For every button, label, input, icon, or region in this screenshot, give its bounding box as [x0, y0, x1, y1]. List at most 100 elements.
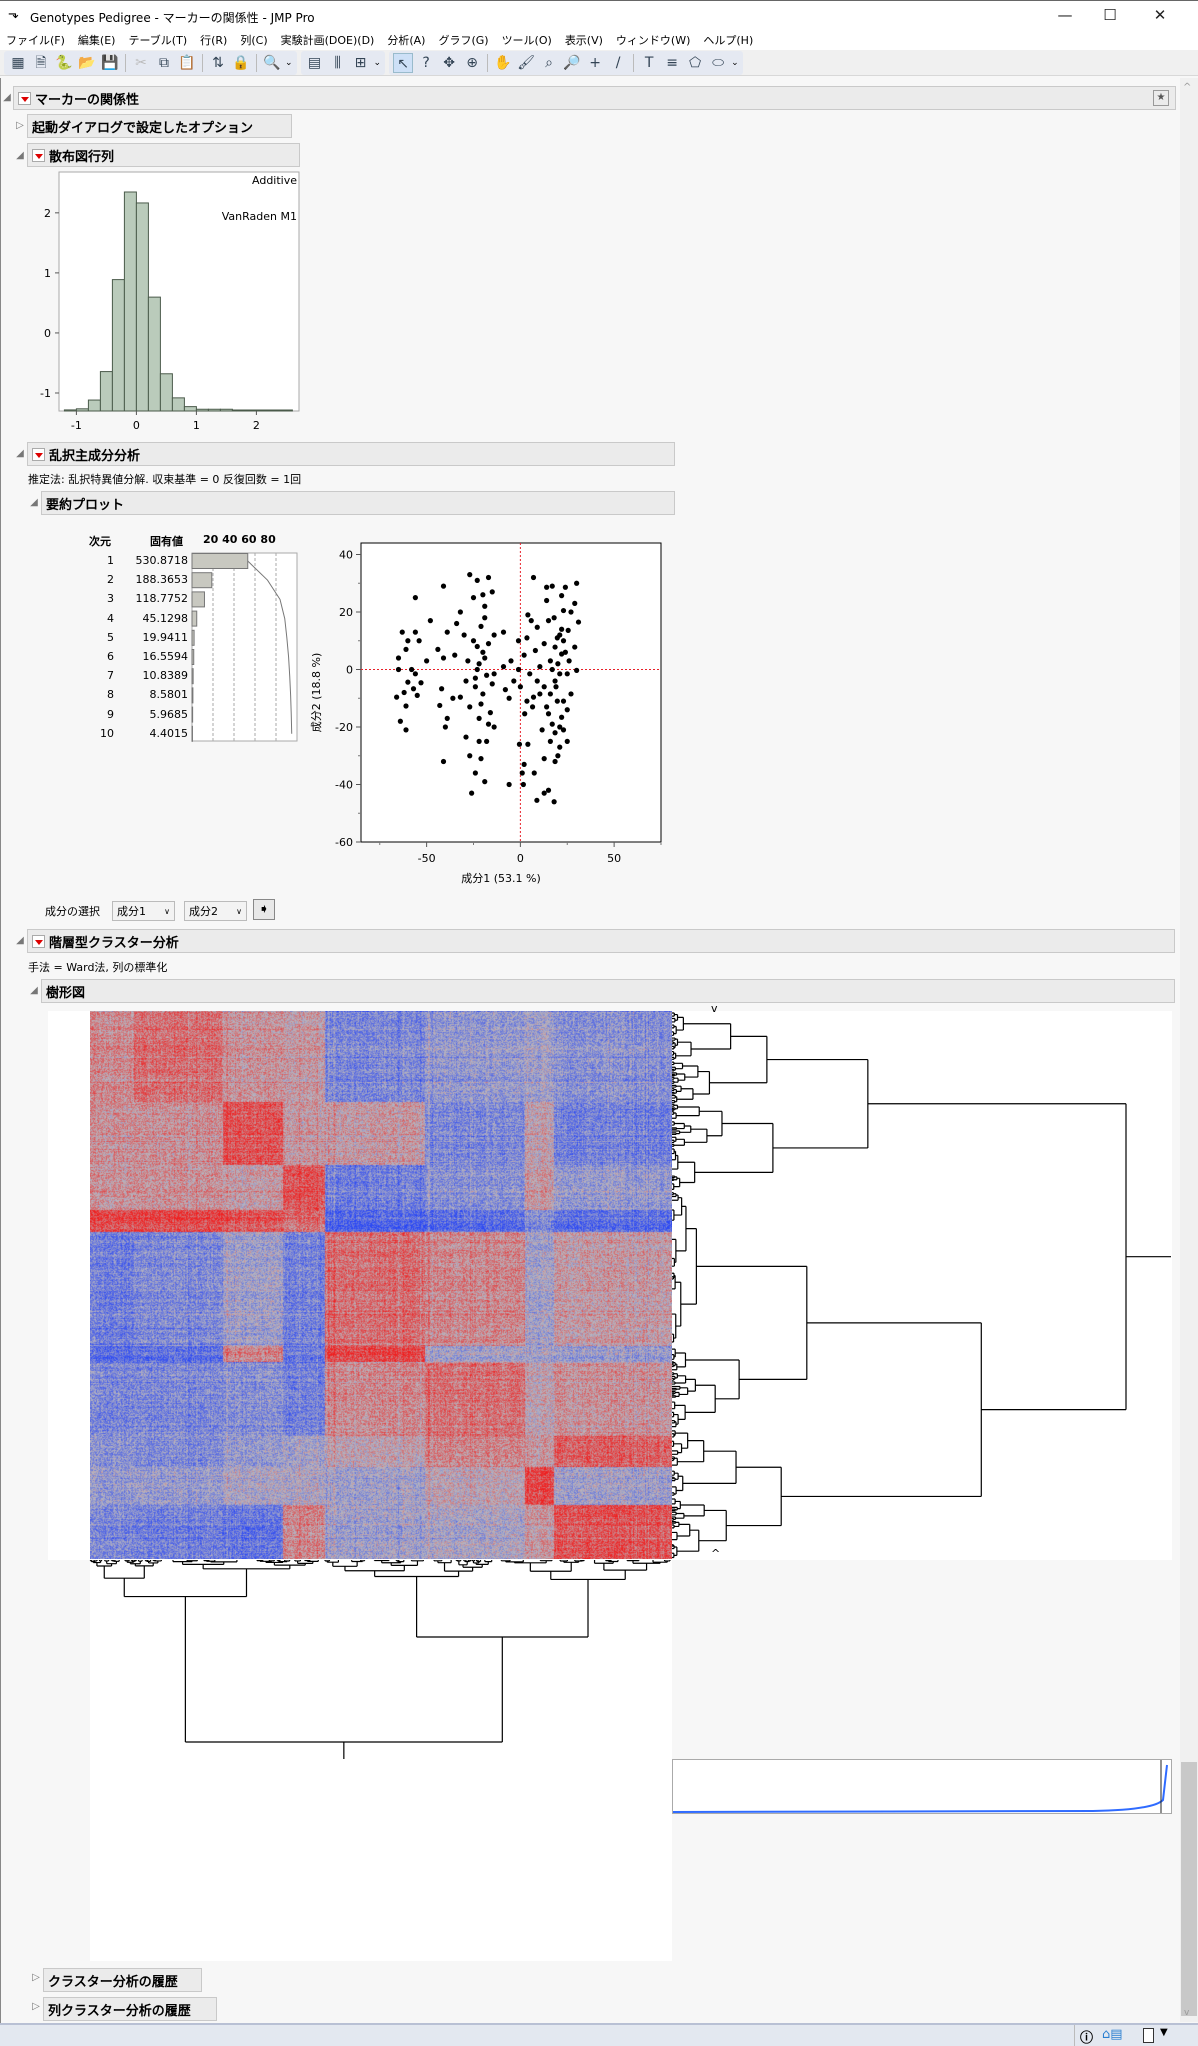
crosshair-icon[interactable]: + — [589, 54, 601, 71]
lasso-tool-icon[interactable]: ⌕ — [545, 54, 554, 71]
selection-tool-icon[interactable]: ✥ — [443, 54, 455, 71]
new-script-icon[interactable]: 🗎 — [35, 54, 47, 71]
scatter-point[interactable] — [568, 609, 574, 615]
scatter-point[interactable] — [470, 595, 477, 601]
close-button[interactable]: ✕ — [1153, 6, 1167, 24]
scatter-point[interactable] — [403, 646, 409, 652]
scatter-point[interactable] — [397, 718, 403, 724]
scatter-point[interactable] — [564, 738, 570, 744]
scatter-point[interactable] — [480, 691, 486, 697]
scroll-down-icon[interactable]: v — [1184, 2008, 1190, 2018]
scatter-point[interactable] — [552, 644, 558, 650]
scatter-point[interactable] — [541, 790, 547, 796]
scatter-point[interactable] — [516, 741, 523, 747]
chevron-down-icon[interactable]: ▼ — [1160, 2027, 1168, 2038]
scatter-point[interactable] — [559, 593, 565, 599]
scatter-point[interactable] — [491, 724, 497, 730]
scatter-point[interactable] — [562, 649, 568, 655]
search-icon[interactable]: 🔍 — [263, 54, 281, 71]
scatter-point[interactable] — [472, 675, 478, 681]
toolbar-overflow-icon[interactable]: ⌄ — [285, 57, 293, 68]
scatter-point[interactable] — [547, 738, 553, 744]
copy-icon[interactable]: ⧉ — [159, 54, 169, 71]
scatter-point[interactable] — [478, 756, 484, 762]
scatter-point[interactable] — [547, 658, 553, 664]
scatter-point[interactable] — [525, 741, 531, 747]
scatter-point[interactable] — [482, 655, 488, 661]
component-y-dropdown[interactable]: 成分2 ∨ — [184, 901, 247, 921]
scatter-point[interactable] — [562, 584, 568, 590]
scatter-point[interactable] — [511, 678, 517, 684]
menu-item[interactable]: 行(R) — [200, 34, 228, 47]
scatter-point[interactable] — [440, 758, 447, 765]
scatter-point[interactable] — [534, 797, 540, 803]
scatter-point[interactable] — [469, 790, 475, 796]
columns-icon[interactable]: ⫼ — [334, 54, 341, 71]
scatter-point[interactable] — [500, 664, 507, 670]
scatter-point[interactable] — [409, 666, 415, 673]
scatter-point[interactable] — [528, 618, 534, 624]
scatter-point[interactable] — [461, 632, 467, 638]
scatter-point[interactable] — [476, 661, 482, 667]
red-triangle-menu-icon[interactable] — [18, 91, 31, 105]
scatter-point[interactable] — [470, 638, 477, 644]
scatter-point[interactable] — [440, 583, 447, 589]
red-triangle-menu-icon[interactable] — [32, 447, 45, 461]
scatter-point[interactable] — [487, 710, 493, 716]
scatter-point[interactable] — [427, 618, 433, 624]
scatter-point[interactable] — [534, 624, 540, 630]
scatter-point[interactable] — [544, 584, 550, 590]
scatter-point[interactable] — [457, 694, 463, 700]
scatter-point[interactable] — [572, 644, 578, 650]
scatter-point[interactable] — [575, 619, 582, 625]
menu-item[interactable]: 実験計画(DOE)(D) — [280, 34, 375, 47]
arrow-tool-icon[interactable]: ↖ — [393, 52, 414, 73]
scatter-point[interactable] — [537, 664, 543, 670]
info-icon[interactable]: ⓘ — [1080, 2031, 1094, 2046]
menu-item[interactable]: 分析(A) — [387, 34, 426, 47]
scatter-point[interactable] — [405, 638, 411, 644]
scatter-point[interactable] — [522, 711, 528, 717]
scatter-point[interactable] — [551, 615, 557, 621]
scatter-point[interactable] — [472, 770, 478, 776]
scatter-point[interactable] — [531, 770, 537, 776]
scatter-point[interactable] — [521, 761, 527, 767]
scatter-point[interactable] — [450, 695, 456, 701]
scatter-point[interactable] — [435, 646, 441, 652]
scatter-point[interactable] — [506, 781, 512, 788]
journal-icon[interactable]: ⇅ — [212, 54, 224, 71]
scatter-point[interactable] — [519, 770, 525, 776]
scatter-point[interactable] — [502, 687, 508, 693]
collapse-triangle[interactable]: ◢ — [16, 935, 24, 946]
scatter-point[interactable] — [489, 589, 495, 595]
expand-triangle[interactable]: ▷ — [32, 2001, 40, 2012]
toolbar-overflow-icon[interactable]: ⌄ — [373, 57, 382, 68]
scatter-point[interactable] — [463, 678, 469, 684]
scatter-point[interactable] — [482, 603, 488, 609]
cluster-history-header[interactable]: クラスター分析の履歴 — [43, 1968, 202, 1992]
maximize-button[interactable]: ☐ — [1103, 6, 1117, 24]
scatter-point[interactable] — [484, 672, 490, 678]
scatter-point[interactable] — [405, 679, 411, 685]
scatter-point[interactable] — [412, 595, 418, 601]
scatter-point[interactable] — [476, 738, 482, 744]
hand-tool-icon[interactable]: ✋ — [494, 54, 512, 71]
scatter-point[interactable] — [442, 724, 448, 730]
line-tool-icon[interactable]: / — [615, 54, 621, 71]
scatter-point[interactable] — [525, 612, 531, 618]
scatter-point[interactable] — [463, 734, 469, 740]
star-report-icon[interactable]: ★ — [1153, 90, 1169, 106]
scatter-point[interactable] — [530, 694, 537, 700]
menu-item[interactable]: グラフ(G) — [438, 34, 489, 47]
scatter-point[interactable] — [549, 666, 555, 673]
scatter-point[interactable] — [444, 715, 450, 721]
home-icon[interactable]: ⌂▤ — [1102, 2027, 1123, 2042]
scatter-point[interactable] — [552, 758, 558, 765]
scroll-up-icon[interactable]: ^ — [1183, 82, 1192, 93]
menu-item[interactable]: 編集(E) — [77, 34, 116, 47]
collapse-triangle[interactable]: ◢ — [30, 985, 38, 996]
scatter-point[interactable] — [491, 632, 497, 638]
new-data-table-icon[interactable]: ▦ — [11, 54, 25, 71]
scatter-point[interactable] — [414, 692, 420, 698]
scatter-point[interactable] — [574, 667, 580, 673]
